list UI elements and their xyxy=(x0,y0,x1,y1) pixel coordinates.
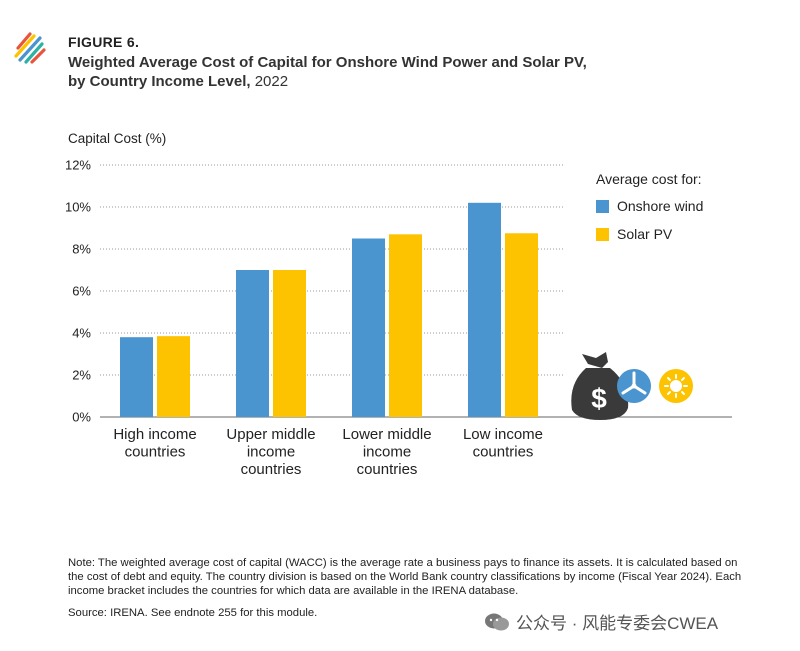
x-category-label: Upper middle xyxy=(226,426,315,443)
wind-turbine-icon xyxy=(617,369,651,403)
note-line-2: the cost of debt and equity. The country… xyxy=(68,571,742,584)
bar-solar-pv xyxy=(505,233,538,417)
figure-label: FIGURE 6. xyxy=(68,34,140,50)
legend-label-onshore-wind: Onshore wind xyxy=(617,198,704,214)
irena-logo-icon xyxy=(14,32,46,64)
chart-legend: Average cost for: Onshore wind Solar PV xyxy=(596,171,703,253)
bar-solar-pv xyxy=(273,270,306,417)
legend-swatch-solar-pv xyxy=(596,227,609,241)
svg-text:$: $ xyxy=(591,383,607,414)
bar-onshore-wind xyxy=(468,202,501,417)
legend-item-onshore-wind: Onshore wind xyxy=(596,197,703,215)
watermark-text: 公众号 · 风能专委会CWEA xyxy=(516,614,719,633)
figure-title-line1: Weighted Average Cost of Capital for Ons… xyxy=(68,54,587,71)
bar-onshore-wind xyxy=(236,270,269,417)
bar-solar-pv xyxy=(157,336,190,417)
x-category-label: countries xyxy=(473,444,534,461)
x-category-label: income xyxy=(247,444,295,461)
energy-icons: $ xyxy=(571,352,693,420)
y-tick-label: 8% xyxy=(72,242,91,257)
x-category-label: Low income xyxy=(463,426,543,443)
x-category-label: countries xyxy=(241,461,302,478)
y-tick-label: 10% xyxy=(65,200,91,215)
legend-item-solar-pv: Solar PV xyxy=(596,225,703,243)
y-tick-label: 6% xyxy=(72,284,91,299)
x-category-label: income xyxy=(363,444,411,461)
x-category-label: countries xyxy=(357,461,418,478)
y-tick-label: 4% xyxy=(72,326,91,341)
figure-source: Source: IRENA. See endnote 255 for this … xyxy=(68,607,318,619)
money-bag-icon: $ xyxy=(571,352,629,420)
bar-chart: 0%2%4%6%8%10%12%High incomecountriesUppe… xyxy=(65,158,732,478)
wechat-icon xyxy=(485,613,509,630)
note-line-3: income bracket includes the countries fo… xyxy=(68,585,519,598)
figure-title-year: 2022 xyxy=(254,73,289,90)
y-axis-label: Capital Cost (%) xyxy=(68,131,167,146)
sun-icon xyxy=(659,369,693,403)
figure-title: Weighted Average Cost of Capital for Ons… xyxy=(68,53,668,91)
y-tick-label: 0% xyxy=(72,410,91,425)
legend-swatch-onshore-wind xyxy=(596,199,609,213)
legend-label-solar-pv: Solar PV xyxy=(617,226,673,242)
x-category-label: countries xyxy=(125,444,186,461)
legend-title: Average cost for: xyxy=(596,171,702,187)
bar-onshore-wind xyxy=(120,337,153,417)
x-category-label: Lower middle xyxy=(342,426,431,443)
figure-title-line2: by Country Income Level, xyxy=(68,73,251,90)
x-category-label: High income xyxy=(113,426,196,443)
y-tick-label: 12% xyxy=(65,158,91,173)
bar-solar-pv xyxy=(389,234,422,417)
watermark: 公众号 · 风能专委会CWEA xyxy=(484,609,718,634)
bar-onshore-wind xyxy=(352,238,385,417)
y-tick-label: 2% xyxy=(72,368,91,383)
figure-note: Note: The weighted average cost of capit… xyxy=(68,556,778,599)
note-line-1: Note: The weighted average cost of capit… xyxy=(68,557,738,569)
